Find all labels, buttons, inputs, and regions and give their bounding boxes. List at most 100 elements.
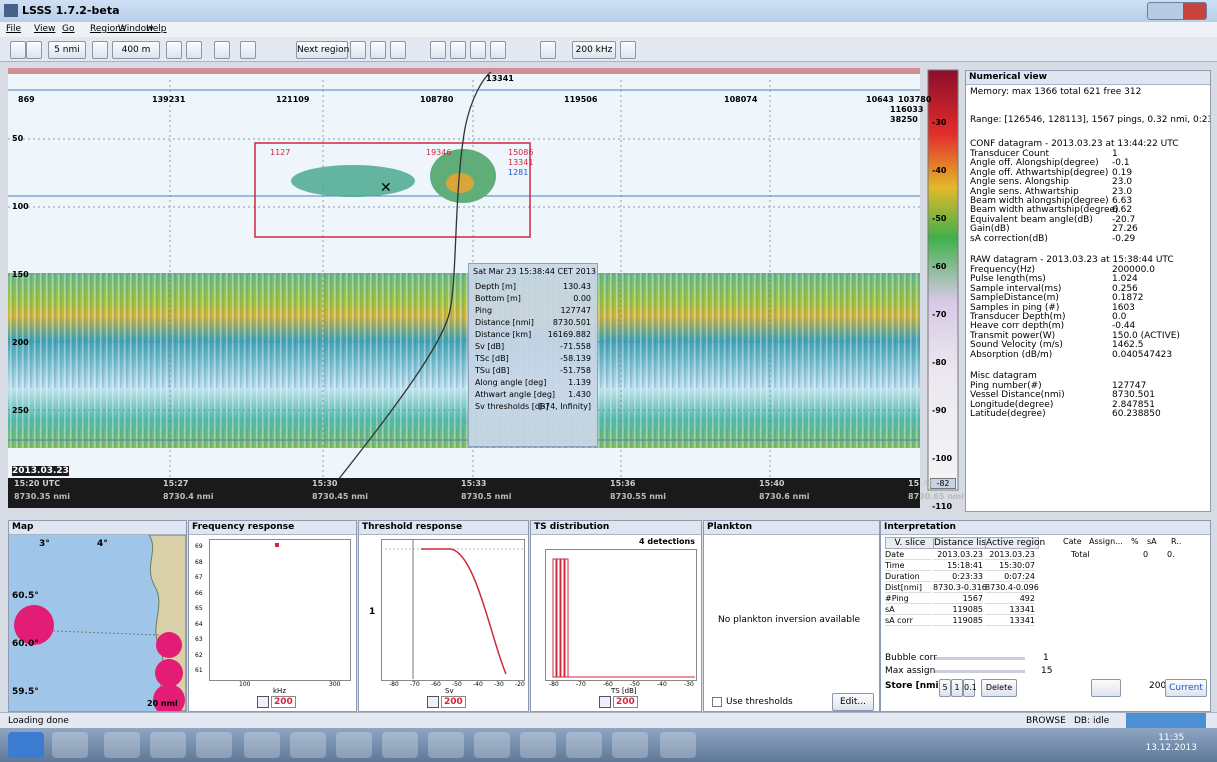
- cell: 15:30:07: [985, 561, 1035, 571]
- toolbar-button[interactable]: [92, 41, 108, 59]
- edit-button[interactable]: Edit...: [832, 693, 874, 711]
- toolbar-button[interactable]: [166, 41, 182, 59]
- row-label: #Ping: [885, 594, 931, 604]
- panel-title: Plankton: [707, 522, 753, 532]
- x-tick-label: -60: [603, 681, 613, 688]
- column-header: Active region: [985, 537, 1046, 549]
- numerical-view: Memory: max 1366 total 621 free 312 Range…: [970, 87, 1210, 507]
- status-bar: Loading done BROWSE DB: idle: [0, 712, 1217, 729]
- column-header: Assign...: [1089, 537, 1123, 546]
- tooltip-value: [-74, Infinity]: [538, 402, 591, 411]
- toolbar-button[interactable]: [240, 41, 256, 59]
- ping-label: 121109: [276, 95, 310, 104]
- taskbar-icon[interactable]: [52, 732, 88, 758]
- slider[interactable]: [935, 670, 1025, 673]
- taskbar-icon[interactable]: [8, 732, 44, 758]
- toolbar-button[interactable]: [214, 41, 230, 59]
- menu-item[interactable]: View: [34, 24, 56, 34]
- x-axis-title: kHz: [273, 687, 286, 695]
- lon-label: 3°: [39, 539, 50, 549]
- taskbar-icon[interactable]: [566, 732, 602, 758]
- slider-label: Max assign: [885, 666, 936, 676]
- store-button[interactable]: 5: [939, 679, 951, 697]
- toolbar-button[interactable]: [540, 41, 556, 59]
- store-button[interactable]: Delete: [981, 679, 1017, 697]
- x-tick-label: -80: [389, 681, 399, 688]
- cell: 15:18:41: [933, 561, 983, 571]
- lat-label: 60.0°: [12, 639, 39, 649]
- window-controls[interactable]: [1147, 2, 1207, 20]
- cell: 8730.4-0.096: [985, 583, 1039, 593]
- toolbar-button[interactable]: [490, 41, 506, 59]
- region-label: 19346: [426, 148, 452, 157]
- taskbar-icon[interactable]: [428, 732, 464, 758]
- scale-label: -30: [932, 118, 947, 127]
- distance-label: 8730.35 nmi: [14, 492, 70, 501]
- toolbar-control[interactable]: 400 m: [112, 41, 160, 59]
- freq-box: [599, 696, 611, 708]
- taskbar-icon[interactable]: [196, 732, 232, 758]
- store-button[interactable]: 1: [951, 679, 963, 697]
- taskbar-icon[interactable]: [474, 732, 510, 758]
- field-label: Samples in ping (#): [970, 302, 1060, 313]
- field-label: Equivalent beam angle(dB): [970, 214, 1093, 225]
- store-button[interactable]: 0.1: [963, 679, 977, 697]
- tooltip-value: 1.430: [568, 390, 591, 399]
- toolbar-button[interactable]: [620, 41, 636, 59]
- toolbar-button[interactable]: [430, 41, 446, 59]
- taskbar-icon[interactable]: [612, 732, 648, 758]
- menu-item[interactable]: Go: [62, 24, 75, 34]
- taskbar-icon[interactable]: [336, 732, 372, 758]
- cell: 1567: [933, 594, 983, 604]
- menu-item[interactable]: Help: [146, 24, 167, 34]
- taskbar-icon[interactable]: [382, 732, 418, 758]
- taskbar-icon[interactable]: [290, 732, 326, 758]
- ping-label: 108074: [724, 95, 758, 104]
- frequency-footer[interactable]: 200: [613, 696, 638, 708]
- taskbar-icon[interactable]: [104, 732, 140, 758]
- taskbar-icon[interactable]: [150, 732, 186, 758]
- toolbar-button[interactable]: [350, 41, 366, 59]
- menu-item[interactable]: Regions: [90, 24, 126, 34]
- field-label: sA correction(dB): [970, 233, 1048, 244]
- slider[interactable]: [935, 657, 1025, 660]
- checkbox-label[interactable]: Use thresholds: [726, 697, 793, 707]
- taskbar: 11:35 13.12.2013: [0, 728, 1217, 762]
- toolbar-button[interactable]: [450, 41, 466, 59]
- nav-buttons[interactable]: [1091, 679, 1121, 697]
- time-label: 15:30: [312, 479, 338, 488]
- toolbar-control[interactable]: 5 nmi: [48, 41, 86, 59]
- row-label: sA corr: [885, 616, 931, 626]
- field-value: -0.44: [1112, 321, 1136, 332]
- toolbar-button[interactable]: [470, 41, 486, 59]
- field-label: Pulse length(ms): [970, 274, 1046, 285]
- taskbar-icon[interactable]: [660, 732, 696, 758]
- current-button[interactable]: Current: [1165, 679, 1207, 697]
- toolbar-control[interactable]: 200 kHz: [572, 41, 616, 59]
- toolbar-button[interactable]: [390, 41, 406, 59]
- tooltip-key: Ping: [475, 306, 493, 315]
- toolbar-button[interactable]: [370, 41, 386, 59]
- time: 11:35: [1158, 733, 1185, 743]
- toolbar-button[interactable]: [10, 41, 26, 59]
- taskbar-icon[interactable]: [520, 732, 556, 758]
- frequency-footer[interactable]: 200: [271, 696, 296, 708]
- taskbar-icon[interactable]: [244, 732, 280, 758]
- numerical-view-panel: Numerical view Memory: max 1366 total 62…: [965, 70, 1211, 512]
- field-label: Frequency(Hz): [970, 265, 1036, 275]
- toolbar-button[interactable]: [26, 41, 42, 59]
- toolbar-control[interactable]: Next region: [296, 41, 349, 59]
- toolbar-button[interactable]: [186, 41, 202, 59]
- panel-header: Numerical view: [966, 71, 1210, 85]
- frequency-footer[interactable]: 200: [441, 696, 466, 708]
- db-status: DB: idle: [1074, 716, 1110, 726]
- checkbox[interactable]: [712, 697, 722, 707]
- menu-item[interactable]: File: [6, 24, 22, 34]
- field-value: 0.0: [1112, 312, 1127, 322]
- tooltip-value: 0.00: [573, 294, 591, 303]
- memory: Memory: max 1366 total 621 free 312: [970, 87, 1142, 97]
- distance-label: 8730.65 nmi: [908, 492, 964, 501]
- menu-item[interactable]: Window: [118, 24, 154, 34]
- active-region[interactable]: [254, 142, 531, 238]
- ping-tooltip: Sat Mar 23 15:38:44 CET 2013 Depth [m] 130…: [468, 263, 598, 447]
